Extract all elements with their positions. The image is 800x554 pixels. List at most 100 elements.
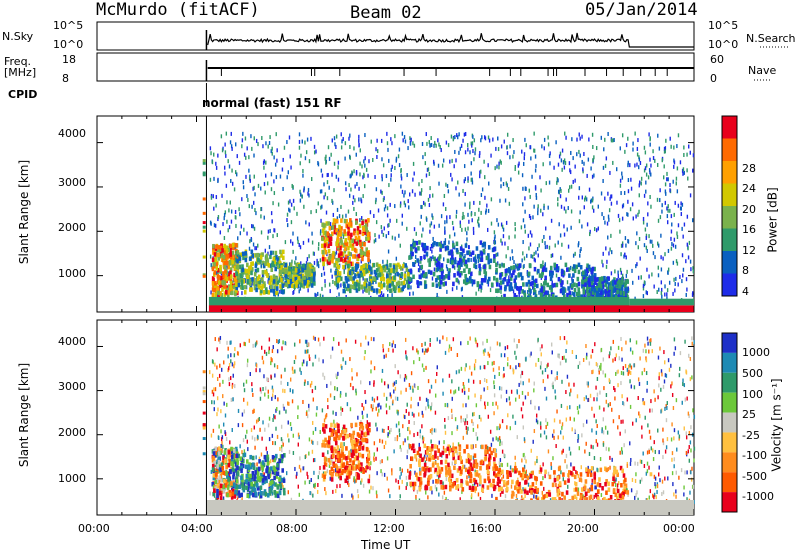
power-noise-cell xyxy=(398,163,401,168)
power-noise-cell xyxy=(228,225,231,230)
power-echo-cell xyxy=(286,272,289,277)
power-echo-cell xyxy=(222,274,226,279)
power-noise-cell xyxy=(500,144,503,149)
velocity-noise-cell xyxy=(587,465,589,470)
power-noise-cell xyxy=(451,287,454,292)
velocity-noise-cell xyxy=(555,444,557,449)
power-noise-cell xyxy=(432,236,434,241)
velocity-noise-cell xyxy=(325,491,327,496)
power-noise-cell xyxy=(425,132,427,137)
velocity-noise-cell xyxy=(351,368,353,373)
power-echo-cell xyxy=(254,253,258,258)
power-echo-cell xyxy=(551,294,555,299)
power-noise-cell xyxy=(290,220,293,225)
power-noise-cell xyxy=(480,193,483,198)
power-noise-cell xyxy=(431,276,434,281)
velocity-noise-cell xyxy=(410,371,413,376)
velocity-noise-cell xyxy=(220,443,222,448)
power-noise-cell xyxy=(260,214,262,219)
velocity-noise-cell xyxy=(637,497,639,502)
power-noise-cell xyxy=(586,173,588,178)
power-echo-cell xyxy=(269,250,273,256)
power-noise-cell xyxy=(299,198,302,203)
power-noise-cell xyxy=(646,248,648,253)
velocity-noise-cell xyxy=(405,387,407,392)
power-echo-cell xyxy=(571,283,574,289)
power-noise-cell xyxy=(270,172,273,177)
power-noise-cell xyxy=(675,276,677,281)
power-noise-cell xyxy=(680,212,683,217)
power-echo-cell xyxy=(559,278,563,284)
power-noise-cell xyxy=(230,209,233,214)
velocity-noise-cell xyxy=(347,480,349,485)
power-echo-cell xyxy=(533,282,536,287)
velocity-noise-cell xyxy=(415,494,417,499)
power-noise-cell xyxy=(512,289,515,294)
power-noise-cell xyxy=(325,210,328,215)
velocity-noise-cell xyxy=(316,489,319,494)
power-echo-cell xyxy=(519,272,523,277)
power-echo-cell xyxy=(265,253,269,259)
power-noise-cell xyxy=(667,267,670,272)
velocity-noise-cell xyxy=(406,449,409,454)
velocity-noise-cell xyxy=(538,406,540,411)
velocity-noise-cell xyxy=(689,356,692,361)
velocity-noise-cell xyxy=(562,477,565,482)
velocity-noise-cell xyxy=(514,461,517,466)
power-noise-cell xyxy=(489,288,492,293)
velocity-noise-cell xyxy=(410,396,413,401)
power-echo-cell xyxy=(495,267,498,273)
velocity-noise-cell xyxy=(623,402,625,407)
power-echo-cell xyxy=(270,277,273,283)
power-noise-cell xyxy=(321,173,324,178)
velocity-noise-cell xyxy=(311,380,313,385)
power-echo-cell xyxy=(239,277,243,283)
power-echo-cell xyxy=(576,276,580,282)
power-echo-cell xyxy=(323,257,327,262)
velocity-noise-cell xyxy=(228,377,230,382)
power-colorbar-segment xyxy=(722,228,737,251)
velocity-noise-cell xyxy=(366,420,369,425)
velocity-noise-cell xyxy=(510,389,513,394)
velocity-noise-cell xyxy=(599,365,601,370)
power-noise-cell xyxy=(507,246,509,251)
power-noise-cell xyxy=(225,153,227,158)
velocity-noise-cell xyxy=(505,398,508,403)
power-echo-cell xyxy=(273,262,276,268)
power-noise-cell xyxy=(342,234,345,239)
power-echo-cell xyxy=(605,279,609,284)
velocity-noise-cell xyxy=(327,405,329,410)
power-echo-cell xyxy=(334,280,337,286)
power-echo-cell xyxy=(215,289,219,294)
velocity-noise-cell xyxy=(425,397,428,402)
power-noise-cell xyxy=(543,137,546,142)
power-echo-cell xyxy=(216,274,220,279)
power-echo-cell xyxy=(517,273,520,278)
velocity-noise-cell xyxy=(484,365,486,370)
power-echo-cell xyxy=(473,256,477,261)
power-noise-cell xyxy=(250,134,252,139)
velocity-noise-cell xyxy=(409,430,411,435)
power-noise-cell xyxy=(657,273,660,278)
power-noise-cell xyxy=(432,255,434,260)
power-noise-cell xyxy=(380,189,382,194)
power-noise-cell xyxy=(549,235,551,240)
power-echo-cell xyxy=(358,223,362,229)
power-noise-cell xyxy=(372,157,374,162)
power-echo-cell xyxy=(597,276,600,282)
power-echo-cell xyxy=(373,276,376,282)
power-noise-cell xyxy=(484,136,487,141)
power-noise-cell xyxy=(344,181,347,186)
velocity-cbar-tick-500: 500 xyxy=(742,367,763,380)
power-echo-cell xyxy=(251,253,255,258)
power-noise-cell xyxy=(586,222,589,227)
power-noise-cell xyxy=(388,158,390,163)
velocity-noise-cell xyxy=(514,420,517,425)
power-echo-cell xyxy=(229,270,232,275)
power-echo-cell xyxy=(500,272,504,277)
power-noise-cell xyxy=(661,294,663,299)
power-noise-cell xyxy=(253,136,255,141)
power-echo-cell xyxy=(328,226,332,231)
power-noise-cell xyxy=(288,207,290,212)
power-echo-cell xyxy=(229,267,233,272)
